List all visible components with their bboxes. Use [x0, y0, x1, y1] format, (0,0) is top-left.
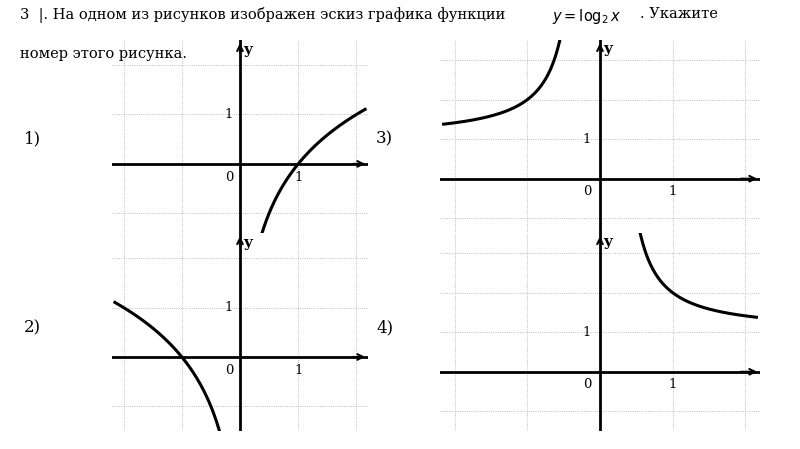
Text: 0: 0 [583, 378, 591, 391]
Text: 1): 1) [24, 131, 41, 148]
Text: 1: 1 [669, 378, 677, 391]
Text: 1: 1 [583, 326, 591, 339]
Text: 1: 1 [669, 185, 677, 198]
Text: номер этого рисунка.: номер этого рисунка. [20, 47, 187, 61]
Text: y: y [604, 42, 613, 57]
Text: 2): 2) [24, 319, 41, 336]
Text: 3  |. На одном из рисунков изображен эскиз графика функции: 3 |. На одном из рисунков изображен эски… [20, 7, 514, 23]
Text: 1: 1 [225, 108, 233, 121]
Text: 1: 1 [583, 133, 591, 145]
Text: y: y [243, 236, 252, 250]
Text: 0: 0 [225, 365, 233, 377]
Text: 4): 4) [376, 319, 393, 336]
Text: 0: 0 [583, 185, 591, 198]
Text: 3): 3) [376, 131, 393, 148]
Text: 1: 1 [225, 301, 233, 314]
Text: y: y [604, 235, 613, 250]
Text: 0: 0 [225, 172, 233, 184]
Text: . Укажите: . Укажите [640, 7, 718, 21]
Text: $y = \log_2 x$: $y = \log_2 x$ [552, 7, 622, 26]
Text: y: y [243, 43, 252, 57]
Text: 1: 1 [294, 365, 302, 377]
Text: 1: 1 [294, 172, 302, 184]
